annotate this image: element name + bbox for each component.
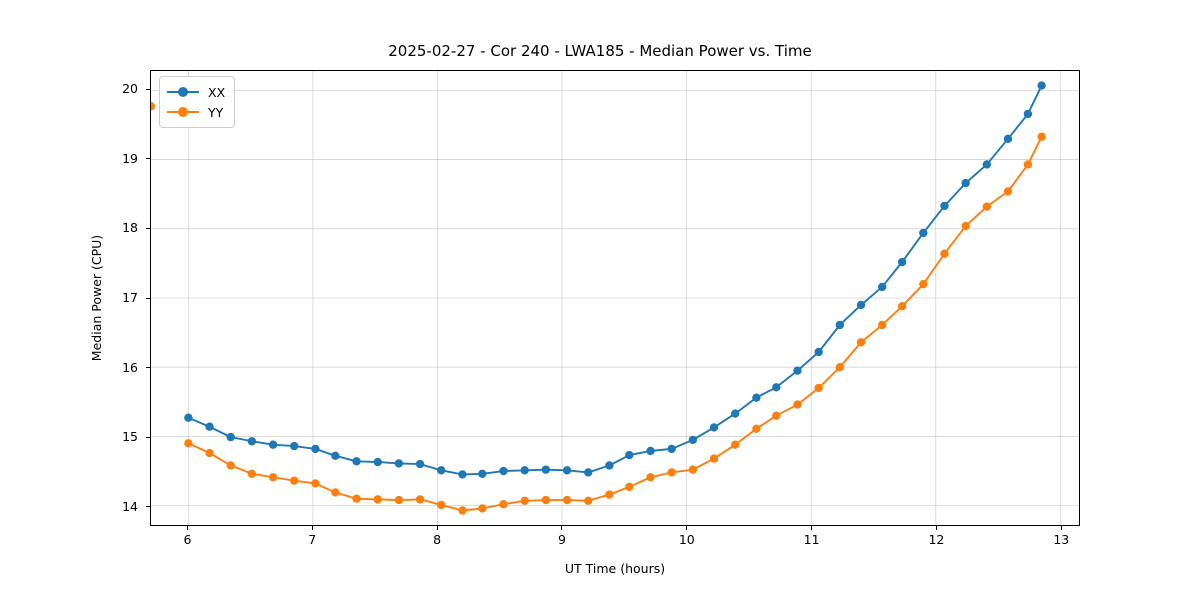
x-axis-tick-mark bbox=[311, 526, 313, 530]
y-axis-tick-label: 20 bbox=[122, 81, 138, 97]
y-axis-tick-label: 18 bbox=[122, 220, 138, 236]
x-axis-tick-mark bbox=[561, 526, 563, 530]
x-axis-tick-mark bbox=[436, 526, 438, 530]
legend-swatch-xx bbox=[167, 85, 199, 99]
x-axis-tick-mark bbox=[686, 526, 688, 530]
legend-marker-yy bbox=[178, 107, 188, 117]
chart-legend[interactable]: XX YY bbox=[159, 76, 236, 128]
x-axis-tick-label: 6 bbox=[183, 532, 192, 547]
series-layer bbox=[151, 81, 1046, 515]
y-axis-tick-label: 15 bbox=[122, 429, 138, 445]
x-axis-tick-mark bbox=[1060, 526, 1062, 530]
x-axis-tick-mark bbox=[186, 526, 188, 530]
x-axis-tick-mark bbox=[811, 526, 813, 530]
x-axis-tick-label: 10 bbox=[678, 532, 695, 547]
legend-item-xx[interactable]: XX bbox=[167, 82, 225, 102]
legend-label-yy: YY bbox=[208, 104, 224, 120]
x-axis-tick-label: 8 bbox=[433, 532, 442, 547]
x-axis-tick-label: 7 bbox=[308, 532, 317, 547]
legend-item-yy[interactable]: YY bbox=[167, 102, 225, 122]
x-axis-tick-label: 13 bbox=[1053, 532, 1070, 547]
y-axis-tick-mark bbox=[146, 367, 150, 368]
y-axis-tick-label: 16 bbox=[122, 359, 138, 375]
y-axis-tick-mark bbox=[146, 227, 150, 229]
x-axis-tick-label: 12 bbox=[928, 532, 945, 547]
legend-marker-xx bbox=[178, 87, 188, 97]
grid-layer bbox=[151, 71, 1079, 525]
x-axis-label: UT Time (hours) bbox=[564, 561, 666, 576]
y-axis-tick-mark bbox=[146, 88, 150, 90]
y-axis-tick-label: 19 bbox=[122, 150, 138, 166]
y-axis-tick-mark bbox=[146, 158, 150, 160]
x-axis-tick-label: 11 bbox=[803, 532, 820, 547]
y-axis-tick-label: 14 bbox=[122, 498, 138, 514]
legend-label-xx: XX bbox=[208, 84, 226, 100]
chart-title: 2025-02-27 - Cor 240 - LWA185 - Median P… bbox=[388, 42, 812, 60]
y-axis-tick-mark bbox=[146, 506, 150, 508]
plot-area bbox=[150, 70, 1080, 526]
y-axis-tick-label: 17 bbox=[122, 290, 138, 305]
y-axis-tick-mark bbox=[146, 297, 150, 299]
x-axis-tick-mark bbox=[935, 526, 937, 530]
legend-swatch-yy bbox=[167, 105, 199, 119]
y-axis-tick-mark bbox=[146, 436, 150, 438]
x-axis-tick-label: 9 bbox=[557, 532, 566, 547]
